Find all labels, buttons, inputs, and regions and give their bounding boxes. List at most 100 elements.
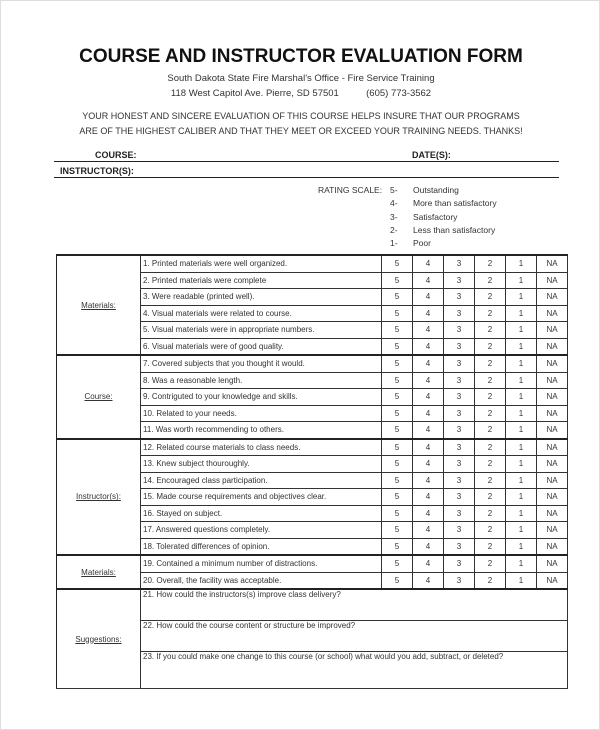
- rating-option-na[interactable]: NA: [536, 488, 568, 506]
- rating-option-3[interactable]: 3: [443, 571, 475, 590]
- rating-option-2[interactable]: 2: [474, 521, 506, 539]
- rating-option-5[interactable]: 5: [381, 488, 413, 506]
- rating-option-4[interactable]: 4: [412, 321, 444, 339]
- rating-option-3[interactable]: 3: [443, 388, 475, 406]
- rating-option-2[interactable]: 2: [474, 288, 506, 306]
- rating-option-4[interactable]: 4: [412, 521, 444, 539]
- rating-option-1[interactable]: 1: [505, 537, 537, 556]
- rating-option-2[interactable]: 2: [474, 371, 506, 389]
- rating-option-5[interactable]: 5: [381, 537, 413, 556]
- rating-option-3[interactable]: 3: [443, 421, 475, 439]
- rating-option-4[interactable]: 4: [412, 571, 444, 590]
- rating-option-5[interactable]: 5: [381, 371, 413, 389]
- rating-option-4[interactable]: 4: [412, 421, 444, 439]
- rating-option-4[interactable]: 4: [412, 537, 444, 556]
- rating-option-3[interactable]: 3: [443, 537, 475, 556]
- rating-option-3[interactable]: 3: [443, 321, 475, 339]
- rating-option-na[interactable]: NA: [536, 455, 568, 473]
- rating-option-3[interactable]: 3: [443, 437, 475, 456]
- rating-option-1[interactable]: 1: [505, 437, 537, 456]
- rating-option-5[interactable]: 5: [381, 254, 413, 273]
- rating-option-4[interactable]: 4: [412, 471, 444, 489]
- rating-option-na[interactable]: NA: [536, 521, 568, 539]
- rating-option-3[interactable]: 3: [443, 471, 475, 489]
- rating-option-4[interactable]: 4: [412, 304, 444, 322]
- rating-option-1[interactable]: 1: [505, 388, 537, 406]
- rating-option-na[interactable]: NA: [536, 371, 568, 389]
- rating-option-1[interactable]: 1: [505, 254, 537, 273]
- rating-option-na[interactable]: NA: [536, 437, 568, 456]
- rating-option-3[interactable]: 3: [443, 354, 475, 373]
- rating-option-2[interactable]: 2: [474, 571, 506, 590]
- rating-option-2[interactable]: 2: [474, 354, 506, 373]
- rating-option-1[interactable]: 1: [505, 504, 537, 522]
- rating-option-5[interactable]: 5: [381, 388, 413, 406]
- rating-option-5[interactable]: 5: [381, 271, 413, 289]
- instructors-field[interactable]: INSTRUCTOR(S):: [54, 163, 559, 178]
- rating-option-5[interactable]: 5: [381, 437, 413, 456]
- rating-option-3[interactable]: 3: [443, 455, 475, 473]
- rating-option-5[interactable]: 5: [381, 455, 413, 473]
- rating-option-na[interactable]: NA: [536, 254, 568, 273]
- rating-option-5[interactable]: 5: [381, 354, 413, 373]
- suggestion-answer-field[interactable]: 21. How could the instructors(s) improve…: [140, 588, 568, 621]
- rating-option-2[interactable]: 2: [474, 504, 506, 522]
- rating-option-1[interactable]: 1: [505, 571, 537, 590]
- rating-option-1[interactable]: 1: [505, 521, 537, 539]
- rating-option-5[interactable]: 5: [381, 288, 413, 306]
- rating-option-5[interactable]: 5: [381, 571, 413, 590]
- rating-option-4[interactable]: 4: [412, 504, 444, 522]
- suggestion-answer-field[interactable]: 23. If you could make one change to this…: [140, 651, 568, 689]
- rating-option-2[interactable]: 2: [474, 337, 506, 356]
- rating-option-3[interactable]: 3: [443, 521, 475, 539]
- rating-option-2[interactable]: 2: [474, 404, 506, 422]
- rating-option-2[interactable]: 2: [474, 388, 506, 406]
- rating-option-1[interactable]: 1: [505, 354, 537, 373]
- rating-option-4[interactable]: 4: [412, 455, 444, 473]
- rating-option-2[interactable]: 2: [474, 537, 506, 556]
- rating-option-5[interactable]: 5: [381, 421, 413, 439]
- rating-option-2[interactable]: 2: [474, 471, 506, 489]
- rating-option-2[interactable]: 2: [474, 271, 506, 289]
- rating-option-4[interactable]: 4: [412, 337, 444, 356]
- rating-option-1[interactable]: 1: [505, 471, 537, 489]
- rating-option-1[interactable]: 1: [505, 371, 537, 389]
- rating-option-1[interactable]: 1: [505, 337, 537, 356]
- rating-option-3[interactable]: 3: [443, 488, 475, 506]
- rating-option-5[interactable]: 5: [381, 404, 413, 422]
- rating-option-na[interactable]: NA: [536, 504, 568, 522]
- rating-option-na[interactable]: NA: [536, 354, 568, 373]
- rating-option-3[interactable]: 3: [443, 337, 475, 356]
- rating-option-1[interactable]: 1: [505, 554, 537, 573]
- rating-option-5[interactable]: 5: [381, 337, 413, 356]
- rating-option-5[interactable]: 5: [381, 504, 413, 522]
- rating-option-na[interactable]: NA: [536, 404, 568, 422]
- rating-option-na[interactable]: NA: [536, 421, 568, 439]
- rating-option-na[interactable]: NA: [536, 471, 568, 489]
- rating-option-na[interactable]: NA: [536, 288, 568, 306]
- rating-option-4[interactable]: 4: [412, 371, 444, 389]
- rating-option-3[interactable]: 3: [443, 288, 475, 306]
- rating-option-na[interactable]: NA: [536, 388, 568, 406]
- rating-option-2[interactable]: 2: [474, 437, 506, 456]
- rating-option-4[interactable]: 4: [412, 488, 444, 506]
- rating-option-na[interactable]: NA: [536, 571, 568, 590]
- rating-option-1[interactable]: 1: [505, 421, 537, 439]
- rating-option-4[interactable]: 4: [412, 254, 444, 273]
- rating-option-na[interactable]: NA: [536, 304, 568, 322]
- course-date-field[interactable]: COURSE: DATE(S):: [54, 147, 559, 162]
- rating-option-2[interactable]: 2: [474, 321, 506, 339]
- rating-option-4[interactable]: 4: [412, 271, 444, 289]
- rating-option-4[interactable]: 4: [412, 388, 444, 406]
- rating-option-5[interactable]: 5: [381, 321, 413, 339]
- rating-option-na[interactable]: NA: [536, 271, 568, 289]
- rating-option-2[interactable]: 2: [474, 455, 506, 473]
- rating-option-4[interactable]: 4: [412, 437, 444, 456]
- rating-option-3[interactable]: 3: [443, 554, 475, 573]
- rating-option-5[interactable]: 5: [381, 554, 413, 573]
- rating-option-3[interactable]: 3: [443, 404, 475, 422]
- rating-option-1[interactable]: 1: [505, 304, 537, 322]
- rating-option-2[interactable]: 2: [474, 554, 506, 573]
- rating-option-1[interactable]: 1: [505, 488, 537, 506]
- rating-option-3[interactable]: 3: [443, 304, 475, 322]
